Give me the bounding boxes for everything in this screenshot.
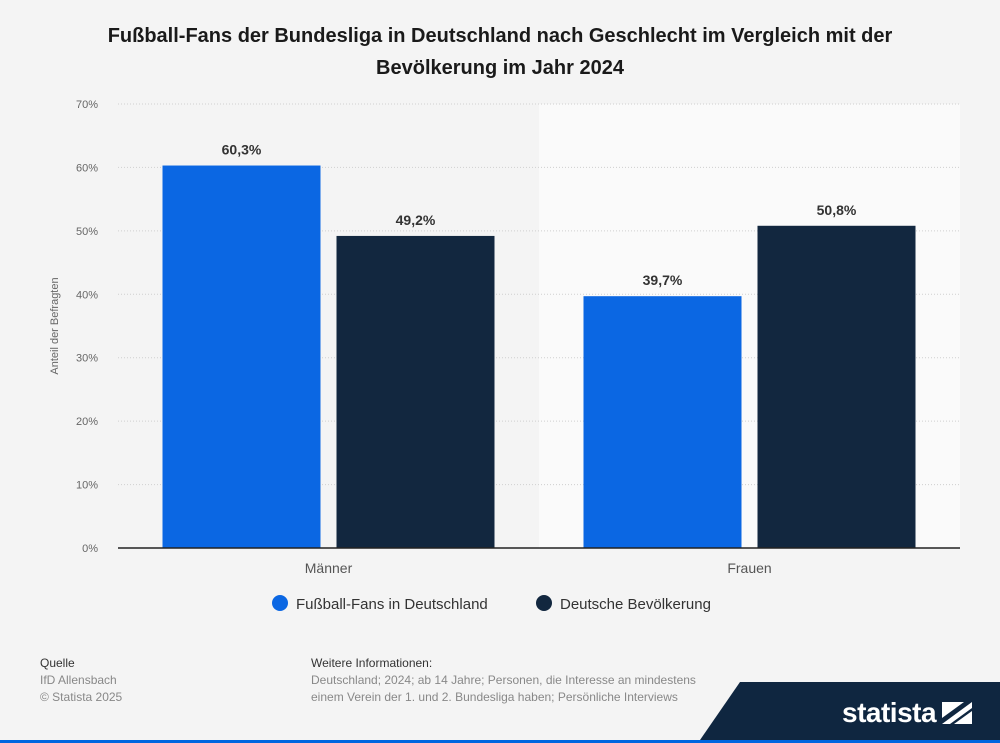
data-label: 39,7%	[643, 272, 683, 288]
y-axis-label: Anteil der Befragten	[49, 277, 61, 374]
statista-logo-icon	[942, 702, 972, 724]
y-tick-label: 60%	[76, 162, 98, 174]
data-label: 49,2%	[396, 212, 436, 228]
bottom-accent-line	[0, 740, 1000, 743]
y-tick-label: 10%	[76, 480, 98, 492]
copyright-line: © Statista 2025	[40, 690, 123, 704]
info-line: Deutschland; 2024; ab 14 Jahre; Personen…	[311, 673, 696, 687]
statista-logo[interactable]: statista	[842, 697, 937, 728]
data-label: 60,3%	[222, 142, 262, 158]
y-tick-label: 20%	[76, 416, 98, 428]
bar	[757, 225, 916, 549]
info-block: Weitere Informationen: Deutschland; 2024…	[311, 655, 731, 706]
x-tick-label: Männer	[305, 560, 353, 576]
bar	[162, 165, 321, 549]
legend-label: Fußball-Fans in Deutschland	[296, 596, 488, 613]
legend-marker	[272, 595, 288, 611]
y-tick-label: 30%	[76, 353, 98, 365]
chart-title: Fußball-Fans der Bundesliga in Deutschla…	[107, 25, 893, 79]
info-heading: Weitere Informationen:	[311, 656, 433, 670]
source-line: IfD Allensbach	[40, 673, 117, 687]
y-tick-label: 40%	[76, 289, 98, 301]
bar	[336, 235, 495, 548]
x-tick-label: Frauen	[727, 560, 771, 576]
data-label: 50,8%	[817, 202, 857, 218]
y-tick-label: 50%	[76, 226, 98, 238]
source-block: Quelle IfD Allensbach © Statista 2025	[40, 655, 122, 706]
legend-marker	[536, 595, 552, 611]
y-tick-label: 70%	[76, 99, 98, 111]
info-line: einem Verein der 1. und 2. Bundesliga ha…	[311, 690, 678, 704]
y-tick-label: 0%	[82, 543, 98, 555]
bar	[583, 296, 742, 548]
source-heading: Quelle	[40, 656, 75, 670]
legend-label: Deutsche Bevölkerung	[560, 596, 711, 613]
